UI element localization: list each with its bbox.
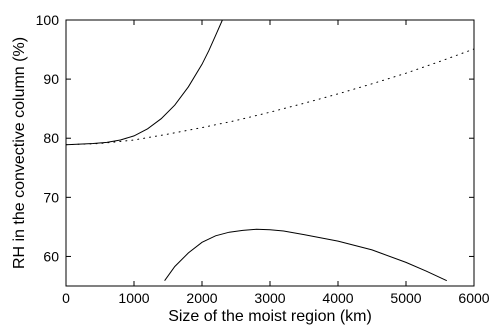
y-axis-label: RH in the convective column (%)	[11, 37, 28, 269]
x-tick-label: 3000	[254, 290, 285, 306]
x-tick-label: 1000	[118, 290, 149, 306]
x-tick-label: 4000	[322, 290, 353, 306]
series-line-3	[164, 228, 448, 282]
series-line-1	[65, 19, 223, 146]
x-tick-label: 6000	[458, 290, 489, 306]
y-tick-label: 90	[43, 71, 59, 87]
y-tick-label: 100	[36, 12, 60, 28]
series-line-2	[65, 48, 475, 146]
x-axis-label: Size of the moist region (km)	[168, 308, 372, 325]
x-tick-label: 5000	[390, 290, 421, 306]
x-tick-label: 2000	[186, 290, 217, 306]
y-tick-label: 60	[43, 248, 59, 264]
x-tick-label: 0	[62, 290, 70, 306]
plot-frame	[65, 19, 475, 287]
axis-ticks: 0 1000 2000 3000 4000 5000 6000 60 70 80 90 100	[36, 12, 490, 306]
y-tick-label: 70	[43, 189, 59, 205]
y-tick-label: 80	[43, 130, 59, 146]
series-group	[65, 19, 475, 282]
